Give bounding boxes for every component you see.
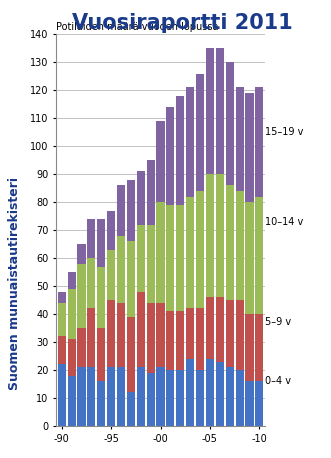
Bar [226, 185, 234, 300]
Bar [68, 272, 76, 289]
Bar [127, 180, 135, 241]
Bar [226, 300, 234, 367]
Bar [117, 185, 125, 236]
Bar [117, 303, 125, 367]
Bar [87, 367, 95, 426]
Bar [176, 370, 184, 426]
Text: 15–19 v: 15–19 v [265, 127, 304, 137]
Bar [186, 359, 194, 426]
Bar [245, 93, 254, 202]
Bar [97, 381, 105, 426]
Bar [255, 196, 263, 314]
Bar [157, 303, 165, 367]
Bar [166, 370, 174, 426]
Bar [147, 224, 155, 303]
Bar [87, 258, 95, 309]
Bar [176, 205, 184, 311]
Bar [137, 171, 145, 224]
Bar [157, 202, 165, 303]
Text: Vuosiraportti 2011: Vuosiraportti 2011 [72, 13, 292, 33]
Bar [216, 297, 224, 362]
Bar [117, 367, 125, 426]
Bar [186, 87, 194, 196]
Bar [236, 370, 244, 426]
Bar [58, 365, 66, 426]
Bar [107, 300, 115, 367]
Bar [68, 339, 76, 376]
Bar [58, 292, 66, 303]
Bar [87, 309, 95, 367]
Bar [137, 292, 145, 367]
Bar [147, 303, 155, 373]
Bar [77, 244, 85, 264]
Bar [77, 367, 85, 426]
Bar [147, 160, 155, 224]
Bar [196, 73, 204, 191]
Bar [186, 196, 194, 309]
Bar [236, 191, 244, 300]
Text: 0–4 v: 0–4 v [265, 376, 291, 386]
Bar [58, 303, 66, 337]
Bar [255, 87, 263, 196]
Bar [157, 367, 165, 426]
Bar [107, 250, 115, 300]
Bar [137, 224, 145, 292]
Bar [236, 87, 244, 191]
Bar [236, 300, 244, 370]
Bar [255, 314, 263, 381]
Bar [255, 381, 263, 426]
Bar [147, 373, 155, 426]
Bar [245, 381, 254, 426]
Bar [216, 49, 224, 174]
Bar [137, 367, 145, 426]
Bar [97, 267, 105, 328]
Bar [87, 219, 95, 258]
Bar [245, 314, 254, 381]
Bar [206, 359, 214, 426]
Bar [58, 337, 66, 365]
Text: Potilaiden määrä vuoden lopussa: Potilaiden määrä vuoden lopussa [56, 22, 219, 32]
Bar [176, 311, 184, 370]
Text: Suomen munuaistautirekisteri: Suomen munuaistautirekisteri [8, 177, 22, 391]
Bar [107, 211, 115, 250]
Bar [196, 309, 204, 370]
Bar [206, 49, 214, 174]
Bar [77, 328, 85, 367]
Bar [216, 174, 224, 297]
Bar [117, 236, 125, 303]
Bar [166, 107, 174, 205]
Bar [186, 309, 194, 359]
Bar [157, 121, 165, 202]
Bar [226, 62, 234, 185]
Bar [107, 367, 115, 426]
Bar [166, 205, 174, 311]
Bar [245, 202, 254, 314]
Bar [206, 174, 214, 297]
Bar [196, 191, 204, 309]
Bar [196, 370, 204, 426]
Bar [127, 241, 135, 317]
Bar [176, 96, 184, 205]
Text: 10–14 v: 10–14 v [265, 217, 304, 227]
Text: 5–9 v: 5–9 v [265, 317, 291, 327]
Bar [97, 328, 105, 381]
Bar [206, 297, 214, 359]
Bar [127, 393, 135, 426]
Bar [68, 289, 76, 339]
Bar [97, 219, 105, 267]
Bar [226, 367, 234, 426]
Bar [166, 311, 174, 370]
Bar [127, 317, 135, 393]
Bar [216, 362, 224, 426]
Bar [68, 376, 76, 426]
Bar [77, 264, 85, 328]
